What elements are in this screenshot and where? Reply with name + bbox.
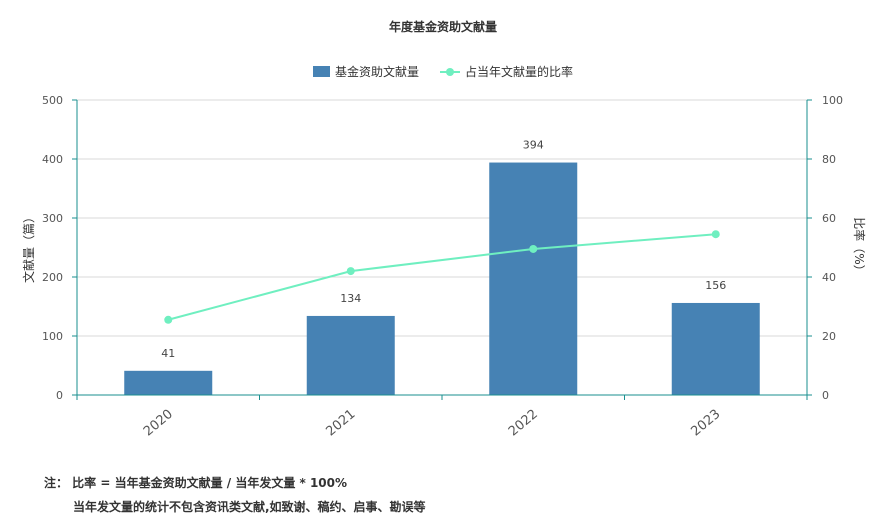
bar-value-label: 156 bbox=[705, 279, 726, 292]
legend-bar-label: 基金资助文献量 bbox=[335, 64, 419, 79]
bar-value-label: 41 bbox=[161, 347, 175, 360]
bars: 41 134 394 156 bbox=[124, 139, 760, 395]
ratio-point bbox=[164, 315, 173, 324]
legend-bar-swatch bbox=[313, 66, 330, 77]
y-tick-label-right: 0 bbox=[822, 389, 829, 402]
footnote-formula: 注： 比率 = 当年基金资助文献量 / 当年发文量 * 100% bbox=[44, 476, 348, 490]
x-tick-label: 2021 bbox=[323, 407, 358, 440]
bar bbox=[124, 370, 213, 395]
chart-title: 年度基金资助文献量 bbox=[389, 19, 497, 34]
footnote-exclusion: 当年发文量的统计不包含资讯类文献,如致谢、稿约、启事、勘误等 bbox=[73, 500, 426, 514]
y-tick-label-right: 100 bbox=[822, 94, 843, 107]
y-tick-label-left: 400 bbox=[42, 153, 63, 166]
y-tick-label-left: 100 bbox=[42, 330, 63, 343]
y-axis-title-right: 比率（%） bbox=[852, 217, 867, 276]
y-tick-label-left: 200 bbox=[42, 271, 63, 284]
bar-value-label: 134 bbox=[340, 292, 361, 305]
x-tick-label: 2022 bbox=[506, 407, 541, 440]
legend-line-label: 占当年文献量的比率 bbox=[465, 64, 573, 79]
bar bbox=[306, 315, 395, 395]
ratio-point bbox=[529, 244, 538, 253]
bar-value-label: 394 bbox=[523, 139, 544, 152]
y-tick-label-left: 500 bbox=[42, 94, 63, 107]
grid bbox=[77, 99, 807, 337]
ratio-point bbox=[711, 230, 720, 239]
y-tick-label-right: 60 bbox=[822, 212, 836, 225]
line-series bbox=[164, 230, 720, 324]
legend: 基金资助文献量 占当年文献量的比率 bbox=[313, 64, 573, 79]
y-tick-label-right: 20 bbox=[822, 330, 836, 343]
bar bbox=[671, 302, 760, 395]
ratio-point bbox=[346, 267, 355, 276]
x-tick-label: 2023 bbox=[688, 407, 723, 440]
y-tick-label-left: 300 bbox=[42, 212, 63, 225]
y-tick-label-right: 80 bbox=[822, 153, 836, 166]
y-axis-title-left: 文献量（篇） bbox=[21, 211, 36, 283]
ratio-line bbox=[167, 233, 716, 321]
y-tick-label-right: 40 bbox=[822, 271, 836, 284]
bar bbox=[489, 162, 578, 395]
legend-line-marker bbox=[446, 68, 454, 76]
y-tick-label-left: 0 bbox=[56, 389, 63, 402]
x-tick-label: 2020 bbox=[141, 407, 176, 440]
